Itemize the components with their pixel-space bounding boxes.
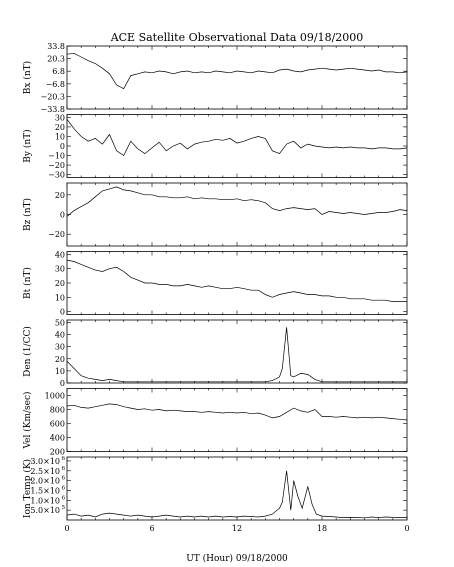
y-tick-label: 1.5×10 xyxy=(30,486,60,495)
series-line xyxy=(66,470,407,519)
x-axis-label: UT (Hour) 09/18/2000 xyxy=(186,553,288,564)
y-tick-label: 40 xyxy=(55,331,65,340)
y-tick-label: 0 xyxy=(60,379,65,388)
y-axis-label: Den (1/CC) xyxy=(22,326,33,377)
y-tick-label: 6.8 xyxy=(52,67,65,76)
y-tick-label: 10 xyxy=(55,132,65,141)
y-tick-label: 30 xyxy=(55,343,65,352)
y-tick-exponent: 6 xyxy=(62,476,66,482)
y-tick-label: 1000 xyxy=(45,392,65,401)
y-tick-label: 600 xyxy=(50,420,65,429)
y-tick-label: 0 xyxy=(60,308,65,317)
y-axis-label: Vel (Km/sec) xyxy=(22,391,33,449)
y-axis-label: Bx (nT) xyxy=(22,61,33,94)
y-tick-exponent: 6 xyxy=(62,485,66,491)
y-tick-label: 30 xyxy=(55,113,65,122)
y-tick-label: 200 xyxy=(50,448,65,457)
y-tick-label: 1.0×10 xyxy=(30,496,60,505)
panel-1: −33.8 −20.3 −6.8 6.8 20.3 33.8 Bx (nT) xyxy=(22,42,408,114)
y-tick-label: −20 xyxy=(48,161,65,170)
panel-frame xyxy=(66,182,408,247)
y-tick-label: −6.8 xyxy=(46,80,65,89)
y-tick-label: 20 xyxy=(55,355,65,364)
series-line xyxy=(66,119,408,157)
y-tick-label: 2.0×10 xyxy=(30,477,60,486)
x-tick-label: 12 xyxy=(232,524,242,533)
panel-7: 55.0×1061.0×1061.5×1062.0×1062.5×1063.0×… xyxy=(22,456,410,533)
series-line xyxy=(66,403,408,421)
panel-frame xyxy=(66,319,408,384)
y-tick-label: 20 xyxy=(55,123,65,132)
chart-title: ACE Satellite Observational Data 09/18/2… xyxy=(110,31,364,44)
panel-3: −20 0 20 Bz (nT) xyxy=(22,182,408,247)
y-tick-label: 3.0×10 xyxy=(30,457,60,466)
y-tick-label: 0 xyxy=(60,142,65,151)
y-tick-label: 30 xyxy=(55,265,65,274)
series-line xyxy=(66,186,408,217)
y-tick-label: 800 xyxy=(50,406,65,415)
y-tick-exponent: 6 xyxy=(62,466,66,472)
x-tick-label: 18 xyxy=(317,524,327,533)
y-tick-label: 10 xyxy=(55,367,65,376)
y-tick-label: 50 xyxy=(55,318,65,327)
y-tick-exponent: 6 xyxy=(62,495,66,501)
y-tick-label: −33.8 xyxy=(40,105,65,114)
y-tick-label: 5.0×10 xyxy=(30,506,60,515)
panel-6: 200 400 600 800 1000 Vel (Km/sec) xyxy=(22,388,408,457)
panel-5: 0 10 20 30 40 50 Den (1/CC) xyxy=(22,318,408,388)
y-tick-label: 400 xyxy=(50,434,65,443)
x-tick-label: 6 xyxy=(149,524,154,533)
y-tick-exponent: 6 xyxy=(62,456,66,462)
panel-frame xyxy=(66,114,408,178)
y-tick-label: 0 xyxy=(60,211,65,220)
panel-frame xyxy=(66,388,408,452)
y-tick-label: −20.3 xyxy=(40,92,65,101)
panel-frame xyxy=(66,45,408,110)
y-tick-exponent: 5 xyxy=(62,505,66,511)
x-tick-label: 0 xyxy=(404,524,409,533)
series-line xyxy=(66,327,407,383)
y-tick-label: −20 xyxy=(48,230,65,239)
panel-frame xyxy=(66,251,408,315)
y-tick-label: −30 xyxy=(48,171,65,180)
y-tick-label: 2.5×10 xyxy=(30,467,60,476)
y-tick-label: 20 xyxy=(55,191,65,200)
y-tick-label: 40 xyxy=(55,250,65,259)
y-tick-label: 33.8 xyxy=(47,42,65,51)
series-line xyxy=(66,259,407,302)
y-axis-label: Bt (nT) xyxy=(22,267,33,299)
panel-frame xyxy=(66,456,408,521)
y-axis-label: Ion Temp (K) xyxy=(22,459,33,518)
y-axis-label: Bz (nT) xyxy=(22,198,33,231)
y-tick-label: 10 xyxy=(55,293,65,302)
panel-stack: −33.8−20.3−6.86.820.333.8Bx (nT)−30−20−1… xyxy=(22,42,410,533)
panel-4: 0 10 20 30 40 Bt (nT) xyxy=(22,250,408,317)
x-tick-label: 0 xyxy=(64,524,69,533)
y-tick-label: 20 xyxy=(55,279,65,288)
y-axis-label: By (nT) xyxy=(22,129,33,162)
y-tick-label: −10 xyxy=(48,152,65,161)
series-line xyxy=(66,52,408,90)
y-tick-label: 20.3 xyxy=(47,55,65,64)
